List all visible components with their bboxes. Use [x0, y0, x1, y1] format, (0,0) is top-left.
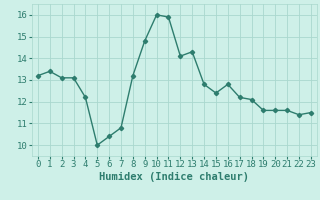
X-axis label: Humidex (Indice chaleur): Humidex (Indice chaleur)	[100, 172, 249, 182]
